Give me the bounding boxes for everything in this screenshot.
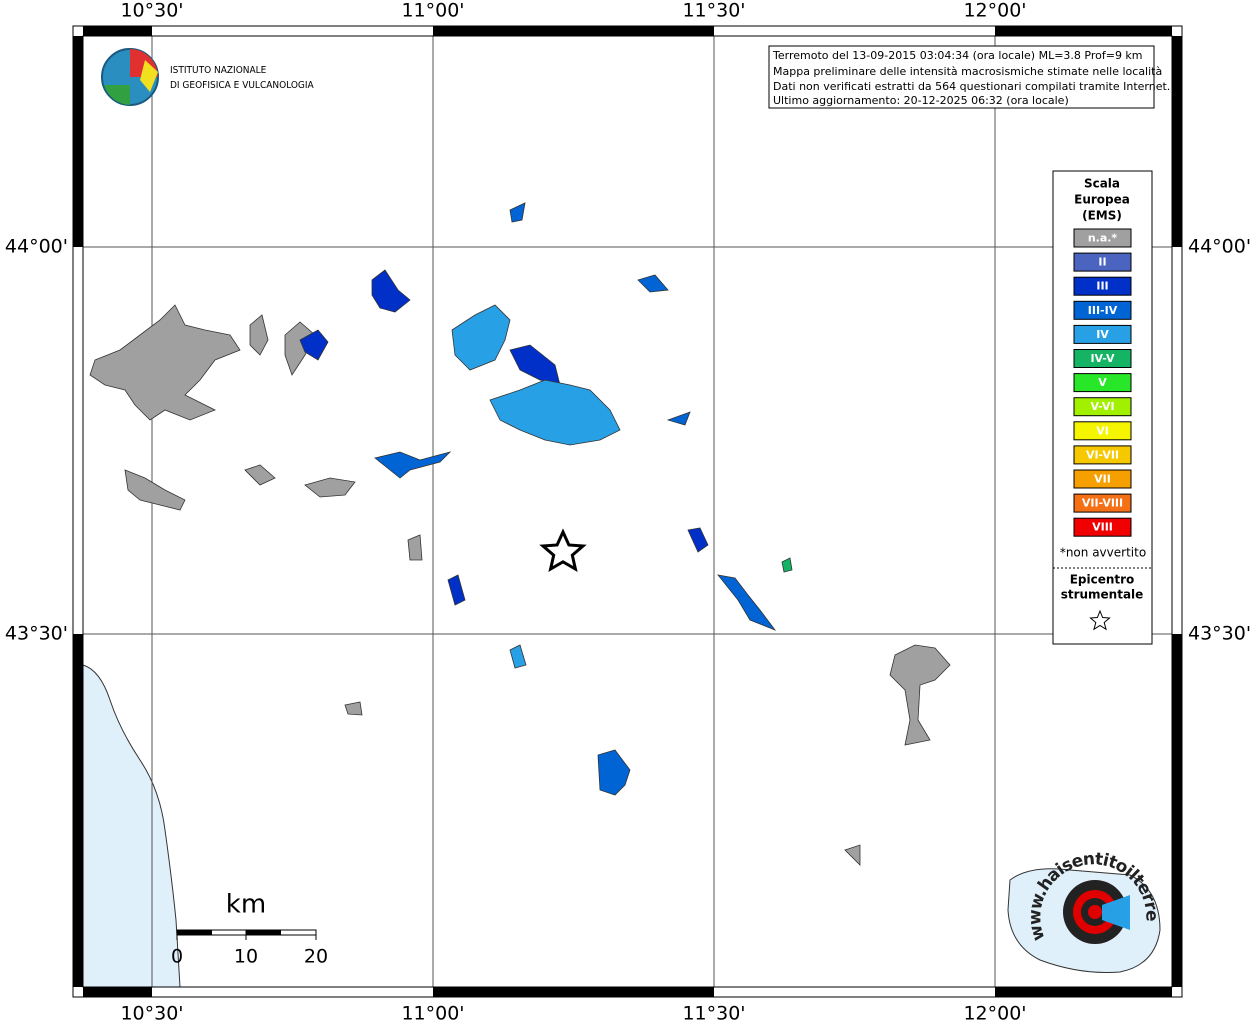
info-line: Dati non verificati estratti da 564 ques… [773,80,1170,93]
longitude-label: 11°30' [682,1003,745,1025]
legend-label: VIII [1092,521,1113,534]
legend-label: VI [1096,424,1109,437]
longitude-label: 12°00' [963,0,1026,22]
legend-swatch [1073,421,1132,441]
longitude-label: 12°00' [963,1003,1026,1025]
logo-line: ISTITUTO NAZIONALE [170,65,267,76]
legend-label: III-IV [1088,304,1118,317]
legend-swatch [1073,445,1132,465]
legend-label: VII [1094,473,1111,486]
legend-swatch [1073,373,1132,393]
latitude-label: 44°00' [5,236,68,258]
legend-swatch [1073,300,1132,320]
legend-swatch [1073,324,1132,344]
intensity-areas [89,202,951,866]
scale-unit: km [226,890,266,920]
legend-label: IV [1096,328,1109,341]
legend-note: *non avvertito [1060,546,1146,560]
longitude-label: 10°30' [120,1003,183,1025]
longitude-label: 11°30' [682,0,745,22]
longitude-label: 11°00' [401,1003,464,1025]
longitude-label: 11°00' [401,0,464,22]
logo-line: DI GEOFISICA E VULCANOLOGIA [170,80,315,91]
scale-bar: km 0 10 20 [171,890,328,968]
ingv-logo: ISTITUTO NAZIONALE DI GEOFISICA E VULCAN… [101,48,315,106]
legend-swatch [1073,517,1132,537]
legend-epicenter-title: strumentale [1061,588,1144,602]
longitude-label: 10°30' [120,0,183,22]
scale-label: 20 [304,946,328,968]
sea [82,664,181,988]
legend-swatch [1073,493,1132,513]
info-line: Mappa preliminare delle intensità macros… [773,65,1162,78]
legend-title: Scala [1084,177,1120,191]
latitude-label: 43°30' [5,623,68,645]
legend-star [1089,609,1111,631]
map-frame [72,25,1183,998]
legend-label: III [1096,280,1108,293]
legend-label: VII-VIII [1082,497,1123,510]
legend-title: Europea [1074,193,1130,207]
legend-epicenter-title: Epicentro [1070,573,1135,587]
latitude-label: 44°00' [1188,236,1251,258]
info-line: Ultimo aggiornamento: 20-12-2025 06:32 (… [773,94,1069,107]
legend-title: (EMS) [1082,209,1122,223]
legend-swatch [1073,349,1132,368]
legend-label: n.a.* [1088,232,1118,245]
legend-swatch [1073,252,1132,272]
epicenter-star [539,528,587,573]
legend-label: IV-V [1090,352,1115,365]
legend-swatch [1073,469,1132,489]
legend-swatch [1073,228,1132,248]
scale-label: 10 [234,946,258,968]
graticule [83,36,1172,987]
legend: ScalaEuropea(EMS)n.a.*IIIIIIII-IVIVIV-VV… [1052,170,1153,645]
legend-swatch [1073,276,1132,296]
info-line: Terremoto del 13-09-2015 03:04:34 (ora l… [772,49,1143,62]
latitude-label: 43°30' [1188,623,1251,645]
info-box: Terremoto del 13-09-2015 03:04:34 (ora l… [768,45,1170,109]
legend-label: VI-VII [1086,448,1119,461]
legend-label: V [1098,376,1107,389]
legend-label: II [1098,256,1106,269]
scale-label: 0 [171,946,183,968]
legend-label: V-VI [1090,400,1114,413]
legend-swatch [1073,397,1132,417]
